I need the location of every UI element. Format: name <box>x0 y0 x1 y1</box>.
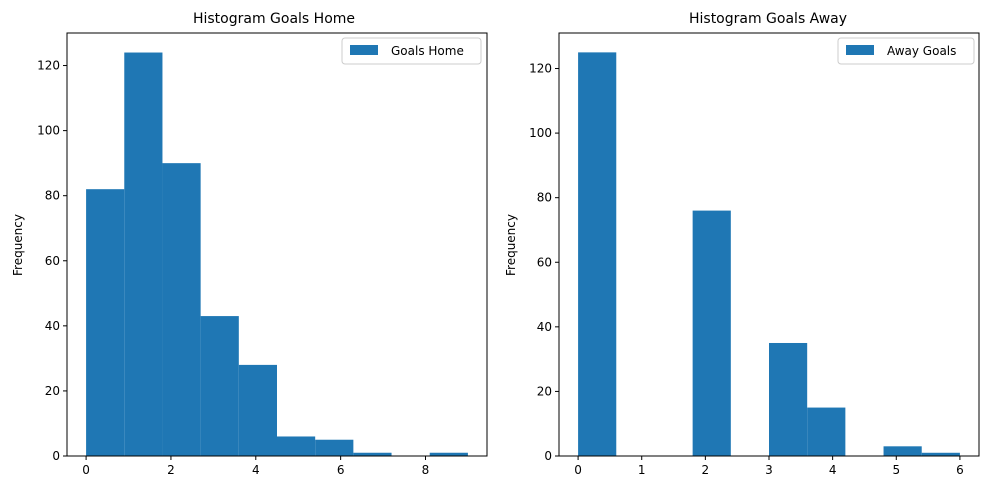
y-axis-label: Frequency <box>11 214 25 276</box>
histogram-bar <box>578 52 617 456</box>
x-ticks: 0 1 2 3 4 5 6 <box>574 456 964 477</box>
histogram-bar <box>692 210 731 456</box>
bars <box>86 52 468 457</box>
bars <box>578 52 960 456</box>
x-tick-label: 8 <box>422 463 430 477</box>
y-tick-label: 20 <box>45 384 60 398</box>
y-tick-label: 0 <box>544 449 552 463</box>
y-tick-label: 100 <box>529 126 552 140</box>
legend-box <box>341 37 482 65</box>
histogram-bar <box>124 52 163 457</box>
x-tick-label: 4 <box>252 463 260 477</box>
legend-entry: Away Goals <box>887 44 956 58</box>
y-tick-label: 40 <box>537 320 552 334</box>
chart-title: Histogram Goals Home <box>193 11 355 27</box>
y-axis-label: Frequency <box>504 214 518 276</box>
y-tick-label: 80 <box>537 191 552 205</box>
y-tick-label: 120 <box>37 59 60 73</box>
legend-swatch <box>350 45 378 55</box>
legend-entry: Goals Home <box>391 44 464 58</box>
histogram-bar <box>162 163 201 456</box>
plot-frame <box>558 32 980 457</box>
histogram-bar <box>238 364 277 456</box>
y-ticks: 0 20 40 60 80 100 120 <box>529 62 559 463</box>
plot-frame <box>66 32 488 457</box>
y-tick-label: 40 <box>45 319 60 333</box>
x-tick-label: 5 <box>892 463 900 477</box>
x-tick-label: 2 <box>702 463 710 477</box>
histogram-bar <box>200 316 239 456</box>
histogram-bar <box>315 439 354 456</box>
x-tick-label: 0 <box>574 463 582 477</box>
y-tick-label: 60 <box>45 254 60 268</box>
y-tick-label: 100 <box>37 124 60 138</box>
y-tick-label: 80 <box>45 189 60 203</box>
histogram-bar <box>86 189 125 456</box>
histogram-bar <box>807 407 846 456</box>
y-tick-label: 0 <box>52 449 60 463</box>
histogram-bar <box>429 452 468 456</box>
away-goals-histogram: Histogram Goals Away Frequency 0 1 2 3 4 5 6 0… <box>504 11 980 477</box>
histogram-bar <box>921 452 960 456</box>
y-tick-label: 60 <box>537 255 552 269</box>
legend-box <box>837 37 975 65</box>
histogram-bar <box>353 452 392 456</box>
home-goals-histogram: Histogram Goals Home Frequency 0 2 4 6 8 0 20… <box>11 11 488 477</box>
histogram-bar <box>883 446 922 456</box>
x-tick-label: 2 <box>167 463 175 477</box>
y-ticks: 0 20 40 60 80 100 120 <box>37 59 67 463</box>
x-tick-label: 0 <box>82 463 90 477</box>
histogram-bar <box>277 436 316 456</box>
x-tick-label: 6 <box>956 463 964 477</box>
histogram-bar <box>769 342 808 456</box>
y-tick-label: 20 <box>537 384 552 398</box>
y-tick-label: 120 <box>529 62 552 76</box>
legend: Goals Home <box>341 37 482 65</box>
x-tick-label: 6 <box>337 463 345 477</box>
legend-swatch <box>846 45 874 55</box>
x-tick-label: 4 <box>829 463 837 477</box>
x-tick-label: 3 <box>765 463 773 477</box>
chart-title: Histogram Goals Away <box>689 11 847 27</box>
x-tick-label: 1 <box>638 463 646 477</box>
x-ticks: 0 2 4 6 8 <box>82 456 429 477</box>
legend: Away Goals <box>837 37 975 65</box>
